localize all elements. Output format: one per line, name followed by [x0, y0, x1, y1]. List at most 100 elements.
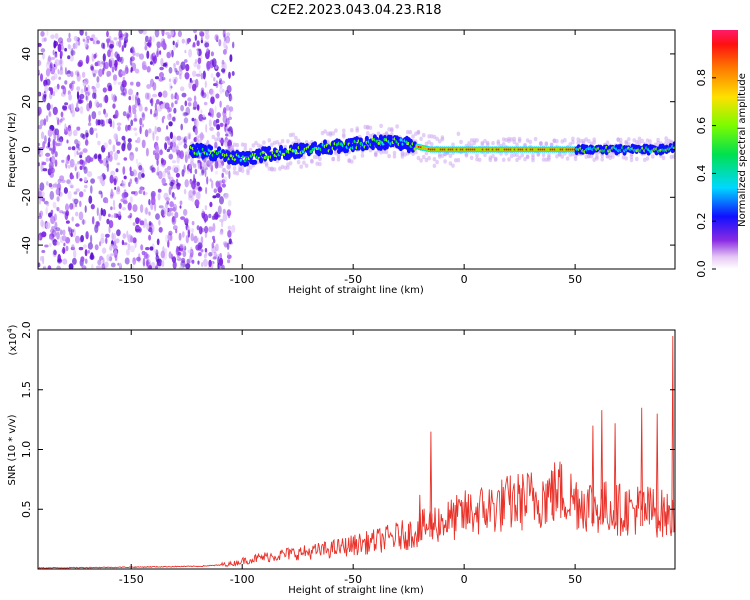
- noise-speckle: [160, 209, 165, 217]
- noise-speckle: [139, 53, 144, 60]
- noise-speckle: [211, 242, 215, 249]
- ridge-haze: [595, 156, 599, 161]
- noise-speckle: [72, 43, 77, 50]
- noise-speckle: [186, 169, 190, 175]
- noise-speckle: [168, 78, 172, 83]
- noise-speckle: [222, 30, 226, 38]
- noise-speckle: [99, 159, 104, 164]
- noise-speckle: [221, 68, 226, 73]
- ridge-haze: [627, 142, 631, 147]
- noise-speckle: [217, 205, 222, 215]
- noise-speckle: [105, 155, 109, 164]
- noise-speckle: [154, 102, 157, 111]
- y-tick-label: 20: [20, 95, 33, 109]
- noise-speckle: [176, 155, 180, 164]
- noise-speckle: [68, 263, 74, 269]
- noise-speckle: [137, 171, 142, 180]
- noise-speckle: [154, 76, 160, 80]
- ridge-haze: [555, 139, 559, 144]
- noise-speckle: [57, 43, 62, 53]
- noise-speckle: [182, 111, 188, 117]
- noise-speckle: [178, 141, 183, 146]
- noise-speckle: [75, 223, 80, 227]
- ridge-haze: [243, 142, 248, 148]
- colorbar: 0.0 0.2 0.4 0.6 0.8 Normalized spectral ampl…: [695, 30, 748, 278]
- noise-speckle: [176, 39, 180, 45]
- noise-speckle: [182, 250, 187, 258]
- noise-speckle: [103, 142, 108, 149]
- ridge-haze: [560, 139, 564, 144]
- noise-speckle: [190, 80, 193, 84]
- ridge-haze: [549, 142, 554, 148]
- ridge-haze: [427, 134, 431, 139]
- noise-speckle: [181, 257, 186, 264]
- noise-speckle: [109, 243, 114, 249]
- noise-speckle: [107, 87, 112, 92]
- noise-speckle: [85, 93, 89, 102]
- noise-speckle: [199, 173, 202, 177]
- ridge-haze: [331, 156, 336, 162]
- noise-speckle: [212, 235, 215, 240]
- noise-speckle: [177, 251, 182, 256]
- ridge-haze: [270, 142, 274, 147]
- noise-speckle: [187, 97, 193, 102]
- noise-speckle: [172, 40, 175, 46]
- noise-speckle: [223, 107, 227, 114]
- noise-speckle: [189, 169, 193, 174]
- noise-speckle: [171, 216, 175, 223]
- ridge-haze: [336, 157, 341, 162]
- noise-speckle: [99, 103, 103, 108]
- ridge-haze: [429, 134, 434, 139]
- ridge-haze: [432, 157, 437, 162]
- noise-speckle: [85, 132, 89, 138]
- noise-speckle: [105, 233, 110, 238]
- noise-speckle: [226, 209, 232, 217]
- noise-speckle: [179, 205, 182, 209]
- noise-speckle: [178, 232, 182, 241]
- noise-speckle: [130, 235, 134, 243]
- noise-speckle: [105, 237, 108, 244]
- ridge-haze: [640, 138, 644, 144]
- noise-speckle: [42, 168, 48, 172]
- ridge-haze: [592, 157, 596, 162]
- noise-speckle: [107, 39, 109, 48]
- noise-speckle: [112, 120, 115, 129]
- ridge-haze: [576, 140, 580, 146]
- noise-speckle: [144, 45, 148, 51]
- noise-speckle: [59, 59, 63, 65]
- noise-speckle: [59, 118, 63, 123]
- noise-speckle: [204, 225, 209, 234]
- ridge-haze: [485, 142, 490, 147]
- noise-speckle: [155, 113, 159, 121]
- ridge-haze: [501, 157, 506, 162]
- x-tick-label: 50: [568, 573, 582, 586]
- noise-speckle: [125, 124, 129, 132]
- noise-speckle: [168, 153, 174, 160]
- noise-speckle: [174, 100, 178, 105]
- x-tick-label: -150: [119, 573, 144, 586]
- noise-speckle: [38, 142, 41, 147]
- ridge-core: [265, 155, 269, 159]
- noise-speckle: [42, 197, 45, 202]
- ridge-haze: [429, 142, 434, 147]
- noise-speckle: [113, 178, 117, 186]
- noise-speckle: [41, 191, 45, 198]
- noise-speckle: [192, 190, 197, 195]
- noise-speckle: [61, 235, 67, 242]
- noise-speckle: [196, 181, 200, 187]
- ridge-haze: [302, 160, 306, 165]
- ridge-haze: [248, 165, 253, 170]
- noise-speckle: [116, 53, 120, 62]
- ridge-haze: [422, 154, 426, 160]
- noise-speckle: [223, 40, 227, 49]
- noise-speckle: [212, 222, 216, 232]
- noise-speckle: [228, 110, 232, 118]
- noise-speckle: [49, 62, 53, 69]
- noise-speckle: [212, 256, 217, 260]
- noise-speckle: [184, 59, 188, 63]
- ridge-cell: [345, 147, 349, 153]
- ridge-haze: [227, 163, 232, 169]
- ridge-core: [291, 149, 295, 153]
- noise-speckle: [122, 111, 127, 117]
- noise-speckle: [169, 141, 174, 148]
